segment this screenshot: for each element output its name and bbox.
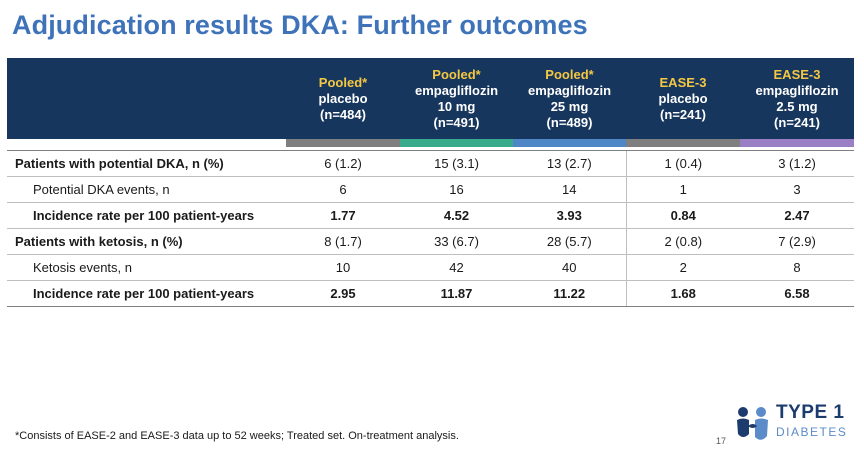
table-cell: 6.58 — [740, 280, 854, 307]
table-cell: 1 (0.4) — [625, 150, 740, 177]
table-cell: 4.52 — [400, 202, 513, 229]
row-label: Incidence rate per 100 patient-years — [7, 280, 286, 307]
table-cell: 7 (2.9) — [740, 228, 854, 255]
table-row: Incidence rate per 100 patient-years 2.9… — [7, 280, 854, 307]
row-label: Potential DKA events, n — [7, 176, 286, 203]
logo-text-diabetes: DIABETES — [776, 425, 848, 439]
logo-figure-icon — [737, 407, 768, 440]
table-cell: 14 — [513, 176, 626, 203]
table-cell: 8 — [740, 254, 854, 281]
table-cell: 6 — [286, 176, 400, 203]
table-cell: 13 (2.7) — [513, 150, 626, 177]
table-cell: 28 (5.7) — [513, 228, 626, 255]
table-cell: 11.22 — [513, 280, 626, 307]
table-row: Patients with ketosis, n (%) 8 (1.7) 33 … — [7, 228, 854, 255]
table-cell: 40 — [513, 254, 626, 281]
table-cell: 3 (1.2) — [740, 150, 854, 177]
color-bar — [740, 139, 854, 147]
table-row: Ketosis events, n 10 42 40 2 8 — [7, 254, 854, 281]
color-bar — [286, 139, 400, 147]
table-cell: 2.47 — [740, 202, 854, 229]
table-cell: 1.77 — [286, 202, 400, 229]
table-cell: 6 (1.2) — [286, 150, 400, 177]
table-cell: 2 (0.8) — [625, 228, 740, 255]
row-label: Patients with potential DKA, n (%) — [7, 150, 286, 177]
slide-title: Adjudication results DKA: Further outcom… — [12, 10, 588, 40]
column-color-bar-row — [7, 139, 854, 147]
column-header-pooled-empa-10: Pooled* empagliflozin 10 mg (n=491) — [400, 58, 513, 139]
table-cell: 0.84 — [625, 202, 740, 229]
outcomes-table: Pooled* placebo (n=484) Pooled* empaglif… — [7, 58, 854, 307]
page-number: 17 — [716, 436, 727, 446]
row-label: Patients with ketosis, n (%) — [7, 228, 286, 255]
table-cell: 10 — [286, 254, 400, 281]
table-cell: 8 (1.7) — [286, 228, 400, 255]
column-header-pooled-placebo: Pooled* placebo (n=484) — [286, 58, 400, 139]
table-cell: 42 — [400, 254, 513, 281]
table-row: Incidence rate per 100 patient-years 1.7… — [7, 202, 854, 229]
table-cell: 33 (6.7) — [400, 228, 513, 255]
table-cell: 2.95 — [286, 280, 400, 307]
row-label: Ketosis events, n — [7, 254, 286, 281]
table-cell: 3.93 — [513, 202, 626, 229]
table-cell: 16 — [400, 176, 513, 203]
column-header-ease3-placebo: EASE-3 placebo (n=241) — [626, 58, 740, 139]
color-bar — [626, 139, 740, 147]
table-cell: 15 (3.1) — [400, 150, 513, 177]
table-cell: 1.68 — [625, 280, 740, 307]
color-bar — [400, 139, 513, 147]
row-label: Incidence rate per 100 patient-years — [7, 202, 286, 229]
type1-diabetes-logo: TYPE 1 DIABETES — [734, 402, 856, 448]
color-bar — [513, 139, 626, 147]
logo-text-type1: TYPE 1 — [776, 402, 845, 423]
table-cell: 3 — [740, 176, 854, 203]
table-cell: 1 — [625, 176, 740, 203]
table-row: Patients with potential DKA, n (%) 6 (1.… — [7, 150, 854, 177]
table-header-row: Pooled* placebo (n=484) Pooled* empaglif… — [7, 58, 854, 139]
table-row: Potential DKA events, n 6 16 14 1 3 — [7, 176, 854, 203]
color-bar-blank — [7, 139, 286, 147]
column-header-ease3-empa-2-5: EASE-3 empagliflozin 2.5 mg (n=241) — [740, 58, 854, 139]
table-cell: 2 — [625, 254, 740, 281]
column-header-pooled-empa-25: Pooled* empagliflozin 25 mg (n=489) — [513, 58, 626, 139]
header-corner-cell — [7, 58, 286, 139]
footnote: *Consists of EASE-2 and EASE-3 data up t… — [15, 430, 459, 442]
table-cell: 11.87 — [400, 280, 513, 307]
